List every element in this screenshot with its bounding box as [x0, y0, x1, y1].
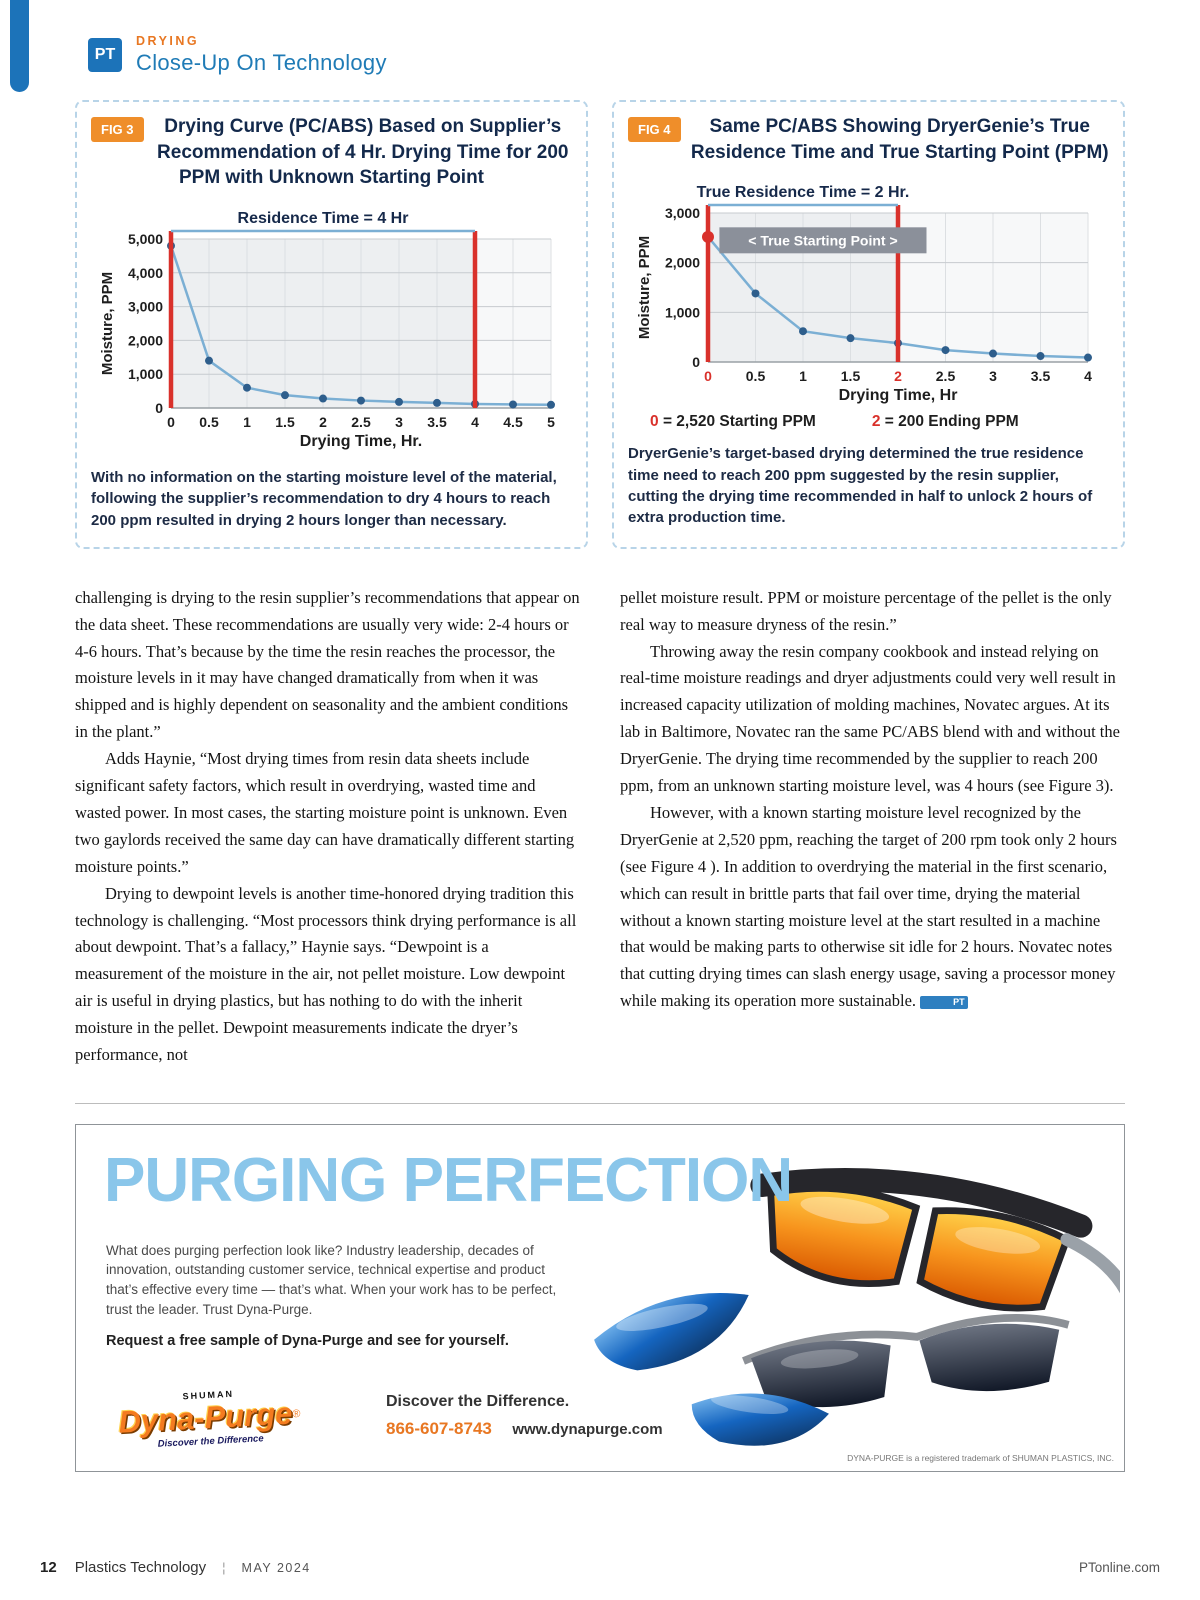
article-header: PT DRYING Close-Up On Technology [0, 0, 1200, 76]
svg-text:3.5: 3.5 [427, 414, 447, 430]
figure-3-head: FIG 3 Drying Curve (PC/ABS) Based on Sup… [91, 114, 572, 191]
svg-text:3: 3 [989, 368, 997, 384]
figure-4-caption: DryerGenie’s target-based drying determi… [628, 445, 1093, 527]
website-footer-link[interactable]: PTonline.com [1078, 1560, 1160, 1575]
sunglasses-image [594, 1167, 1120, 1446]
fig4-legend-end: 2 = 200 Ending PPM [872, 413, 1019, 431]
svg-text:True Residence Time = 2 Hr.: True Residence Time = 2 Hr. [697, 184, 910, 201]
svg-text:2.5: 2.5 [351, 414, 371, 430]
svg-text:3: 3 [395, 414, 403, 430]
figures-row: FIG 3 Drying Curve (PC/ABS) Based on Sup… [0, 100, 1200, 549]
svg-text:1.5: 1.5 [275, 414, 295, 430]
header-text: DRYING Close-Up On Technology [136, 34, 387, 76]
svg-text:2: 2 [894, 368, 902, 384]
figure-3-caption: With no information on the starting mois… [91, 468, 557, 529]
svg-text:0: 0 [155, 400, 163, 416]
fig3-chart: 0 1,000 2,000 3,000 4,000 5,000 0 0.5 1 1.5 2 2.5 3 3… [91, 195, 572, 455]
ad-headline: PURGING PERFECTION [104, 1145, 793, 1215]
figure-3-title: Drying Curve (PC/ABS) Based on Supplier’… [157, 116, 569, 189]
paragraph: Throwing away the resin company cookbook… [620, 641, 1120, 796]
article-column-right: pellet moisture result. PPM or moisture … [620, 585, 1125, 1069]
fig4-chart: 0 1,000 2,000 3,000 0 0.5 1 1.5 2 2.5 3 3.5 4 True Re… [628, 169, 1109, 409]
svg-text:0: 0 [167, 414, 175, 430]
ad-cta-text: Request a free sample of Dyna-Purge and … [106, 1332, 509, 1349]
pt-logo: PT [88, 38, 122, 72]
svg-text:5: 5 [547, 414, 555, 430]
ad-body-text: What does purging perfection look like? … [106, 1242, 557, 1317]
svg-text:1: 1 [799, 368, 807, 384]
ad-divider [75, 1102, 1125, 1104]
svg-text:Drying Time, Hr.: Drying Time, Hr. [300, 433, 422, 450]
ad-fineprint: DYNA-PURGE is a registered trademark of … [847, 1452, 1114, 1463]
svg-text:3,000: 3,000 [665, 205, 700, 221]
publication-name: Plastics Technology [74, 1559, 207, 1576]
svg-text:4: 4 [471, 414, 479, 430]
ad-contact-block: Discover the Difference. 866-607-8743 ww… [386, 1393, 663, 1439]
paragraph: challenging is drying to the resin suppl… [75, 587, 580, 742]
registered-mark: ® [292, 1407, 301, 1421]
paragraph: pellet moisture result. PPM or moisture … [620, 587, 1112, 634]
svg-text:0: 0 [692, 354, 700, 370]
svg-text:2: 2 [319, 414, 327, 430]
issue-date: MAY 2024 [241, 1561, 311, 1575]
svg-text:< True Starting Point >: < True Starting Point > [748, 233, 897, 249]
svg-text:Residence Time = 4 Hr: Residence Time = 4 Hr [238, 210, 409, 227]
pt-end-mark: PT [920, 996, 968, 1010]
svg-text:1.5: 1.5 [841, 368, 861, 384]
section-title: Close-Up On Technology [136, 50, 387, 75]
paragraph-text: However, with a known starting moisture … [620, 802, 1117, 1011]
fig4-legend-start: 0 = 2,520 Starting PPM [650, 413, 816, 431]
svg-text:4,000: 4,000 [128, 265, 163, 281]
fig4-legend-end-text: = 200 Ending PPM [884, 413, 1019, 431]
page-edge-accent [10, 0, 29, 92]
page-footer: 12 Plastics Technology ¦ MAY 2024 PTonli… [40, 1559, 1160, 1576]
ad-phone-number[interactable]: 866-607-8743 [386, 1418, 492, 1438]
svg-text:Moisture, PPM: Moisture, PPM [99, 272, 116, 375]
paragraph: However, with a known starting moisture … [620, 800, 1125, 1015]
fig4-legend: 0 = 2,520 Starting PPM 2 = 200 Ending PP… [628, 413, 1109, 431]
svg-text:2,000: 2,000 [128, 332, 163, 348]
article-body: challenging is drying to the resin suppl… [0, 585, 1200, 1069]
figure-4-head: FIG 4 Same PC/ABS Showing DryerGenie’s T… [628, 114, 1109, 165]
svg-text:4.5: 4.5 [503, 414, 523, 430]
svg-text:5,000: 5,000 [128, 231, 163, 247]
dyna-purge-ad: PURGING PERFECTION What does purging per… [75, 1123, 1125, 1472]
figure-4-tag: FIG 4 [628, 117, 681, 142]
fig4-legend-end-key: 2 [871, 413, 881, 431]
svg-text:1,000: 1,000 [128, 366, 163, 382]
svg-text:0.5: 0.5 [746, 368, 766, 384]
dyna-purge-logo: SHUMAN Dyna-Purge® Discover the Differen… [101, 1384, 319, 1452]
svg-text:Moisture, PPM: Moisture, PPM [636, 236, 653, 339]
fig4-legend-start-text: = 2,520 Starting PPM [662, 413, 816, 431]
svg-text:4: 4 [1084, 368, 1092, 384]
svg-text:2.5: 2.5 [936, 368, 956, 384]
figure-4: FIG 4 Same PC/ABS Showing DryerGenie’s T… [612, 100, 1125, 549]
fig4-legend-start-key: 0 [650, 413, 659, 431]
footer-divider: ¦ [222, 1560, 226, 1575]
article-column-left: challenging is drying to the resin suppl… [75, 585, 580, 1069]
paragraph: Adds Haynie, “Most drying times from res… [75, 749, 575, 876]
svg-text:1: 1 [243, 414, 251, 430]
svg-text:Drying Time, Hr: Drying Time, Hr [839, 387, 958, 404]
page-number: 12 [40, 1559, 57, 1576]
figure-3: FIG 3 Drying Curve (PC/ABS) Based on Sup… [75, 100, 588, 549]
svg-text:3,000: 3,000 [128, 299, 163, 315]
svg-text:3.5: 3.5 [1031, 368, 1051, 384]
discover-difference-text: Discover the Difference. [386, 1392, 570, 1410]
svg-text:1,000: 1,000 [665, 305, 700, 321]
svg-text:0.5: 0.5 [199, 414, 219, 430]
svg-text:2,000: 2,000 [665, 255, 700, 271]
section-kicker: DRYING [136, 34, 200, 48]
svg-text:0: 0 [704, 368, 712, 384]
figure-3-tag: FIG 3 [91, 117, 144, 142]
paragraph: Drying to dewpoint levels is another tim… [75, 883, 577, 1064]
ad-website-link[interactable]: www.dynapurge.com [512, 1420, 663, 1438]
figure-4-title: Same PC/ABS Showing DryerGenie’s True Re… [690, 116, 1109, 163]
